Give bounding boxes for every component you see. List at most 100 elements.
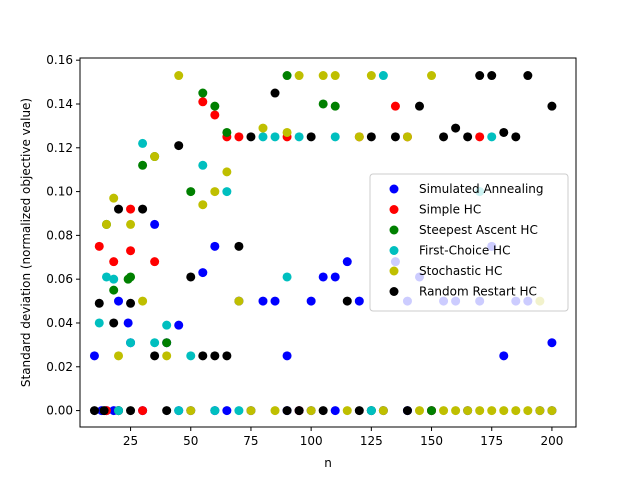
y-axis-label: Standard deviation (normalized objective… [19,98,33,387]
plot-points [89,71,557,416]
data-point [390,132,400,142]
data-point [114,351,124,361]
data-point [222,167,232,177]
data-point [126,246,136,256]
legend-label: Simulated Annealing [419,182,544,196]
x-tick-label: 75 [243,434,258,448]
data-point [523,71,533,81]
data-point [366,71,376,81]
legend-label: Stochastic HC [419,264,502,278]
data-point [258,296,268,306]
y-tick-label: 0.16 [46,53,73,67]
legend-entry: Simulated Annealing [389,182,544,196]
data-point [330,71,340,81]
data-point [282,272,292,282]
x-tick-label: 175 [480,434,503,448]
data-point [330,406,340,416]
data-point [138,138,148,148]
data-point [270,88,280,98]
data-point [306,296,316,306]
data-point [258,123,268,133]
plot-frame [79,57,577,428]
data-point [210,406,220,416]
data-point [487,132,497,142]
x-tick-label: 125 [360,434,383,448]
data-point [210,187,220,197]
data-point [234,406,244,416]
data-point [318,272,328,282]
data-point [109,318,119,328]
data-point [126,338,136,348]
data-point [366,132,376,142]
data-point [186,187,196,197]
data-point [318,406,328,416]
data-point [123,318,133,328]
data-point [354,406,364,416]
legend-marker [389,246,399,255]
data-point [138,204,148,214]
data-point [282,406,292,416]
data-point [150,338,160,348]
y-tick-label: 0.14 [46,97,73,111]
x-tick-label: 200 [540,434,563,448]
data-point [499,351,509,361]
data-point [162,351,172,361]
data-point [114,296,124,306]
legend-label: Steepest Ascent HC [419,223,538,237]
y-tick-label: 0.02 [46,360,73,374]
data-point [475,132,485,142]
data-point [150,351,160,361]
y-tick-label: 0.12 [46,141,73,155]
legend-marker [389,266,399,276]
data-point [150,257,160,267]
data-point [258,132,268,142]
data-point [222,406,232,416]
data-point [294,71,304,81]
legend-box [369,173,569,312]
data-point [270,406,280,416]
data-point [511,132,521,142]
data-point [535,406,545,416]
data-point [402,132,412,142]
data-point [234,296,244,306]
data-point [101,219,111,229]
data-point [126,272,136,282]
series-1 [94,97,485,416]
data-point [246,132,256,142]
data-point [186,351,196,361]
data-point [198,88,208,98]
data-point [246,406,256,416]
data-point [475,71,485,81]
data-point [138,160,148,170]
data-point [138,406,148,416]
data-point [499,127,509,137]
data-point [186,406,196,416]
x-tick-label: 100 [300,434,323,448]
data-point [114,204,124,214]
legend-entry: Steepest Ascent HC [389,223,538,237]
data-point [198,268,208,278]
data-point [162,338,172,348]
data-point [547,338,557,348]
x-tick-label: 25 [123,434,138,448]
data-point [318,99,328,109]
data-point [109,257,119,267]
data-point [294,132,304,142]
data-point [234,241,244,251]
data-point [390,101,400,111]
data-point [451,406,461,416]
data-point [487,71,497,81]
legend-label: Random Restart HC [419,285,537,299]
data-point [342,257,352,267]
data-point [126,406,136,416]
data-point [354,132,364,142]
data-point [174,141,184,151]
x-axis-label: n [324,456,332,470]
legend-entry: First-Choice HC [389,244,510,258]
y-tick-label: 0.06 [46,272,73,286]
data-point [282,351,292,361]
data-point [270,296,280,306]
data-point [342,406,352,416]
data-point [94,318,104,328]
legend-entry: Random Restart HC [389,285,537,299]
